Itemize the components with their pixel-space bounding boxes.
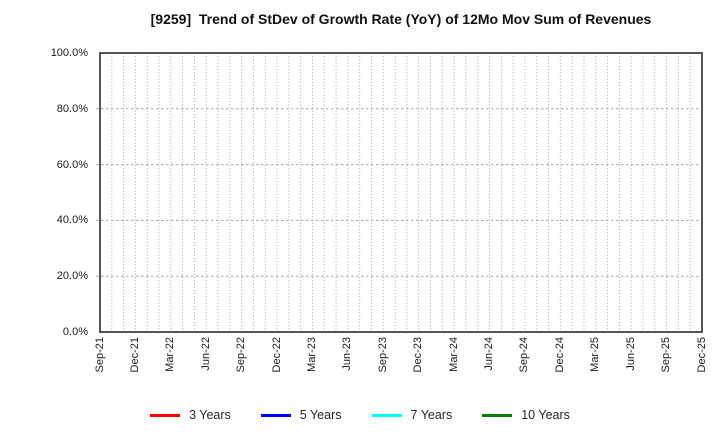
x-tick-label: Dec-21: [128, 337, 141, 373]
y-tick-label: 100.0%: [50, 47, 88, 59]
y-tick-label: 40.0%: [56, 214, 88, 227]
legend-line-swatch: [150, 413, 181, 417]
x-tick-label: Sep-21: [93, 337, 106, 373]
chart-title: [9259] Trend of StDev of Growth Rate (Yo…: [150, 11, 652, 27]
x-tick-label: Mar-22: [164, 337, 177, 372]
x-tick-label: Mar-24: [447, 337, 460, 372]
legend-item: 5 Years: [260, 407, 342, 423]
x-tick-label: Sep-23: [376, 337, 389, 373]
y-tick-label: 0.0%: [62, 326, 88, 338]
x-tick-label: Sep-25: [660, 337, 673, 373]
x-tick-label: Dec-23: [412, 337, 425, 373]
legend: 3 Years 5 Years 7 Years 10 Years: [0, 404, 720, 426]
y-tick-label: 60.0%: [56, 158, 88, 171]
x-tick-label: Jun-24: [483, 337, 496, 371]
x-tick-label: Jun-25: [624, 337, 637, 371]
legend-item: 10 Years: [482, 408, 570, 423]
legend-line-swatch: [371, 413, 402, 417]
x-tick-label: Jun-22: [199, 337, 212, 371]
x-tick-label: Jun-23: [341, 337, 354, 371]
plot-frame: [99, 52, 703, 333]
x-tick-label: Dec-25: [695, 337, 708, 373]
legend-line-swatch: [260, 413, 291, 417]
legend-label: 3 Years: [189, 407, 231, 422]
x-tick-label: Dec-24: [553, 337, 566, 373]
legend-item: 3 Years: [150, 408, 231, 423]
x-tick-label: Dec-22: [270, 337, 283, 373]
legend-label: 10 Years: [521, 407, 570, 422]
y-tick-label: 80.0%: [56, 102, 88, 115]
y-tick-label: 20.0%: [56, 270, 88, 283]
legend-item: 7 Years: [371, 407, 453, 423]
x-tick-label: Mar-25: [589, 337, 602, 372]
x-tick-label: Sep-24: [518, 337, 531, 373]
plot-area: [96, 52, 703, 333]
x-tick-label: Sep-22: [235, 337, 248, 373]
legend-label: 7 Years: [410, 407, 453, 422]
x-tick-label: Mar-23: [305, 337, 318, 372]
legend-line-swatch: [482, 413, 513, 417]
legend-label: 5 Years: [299, 407, 342, 422]
